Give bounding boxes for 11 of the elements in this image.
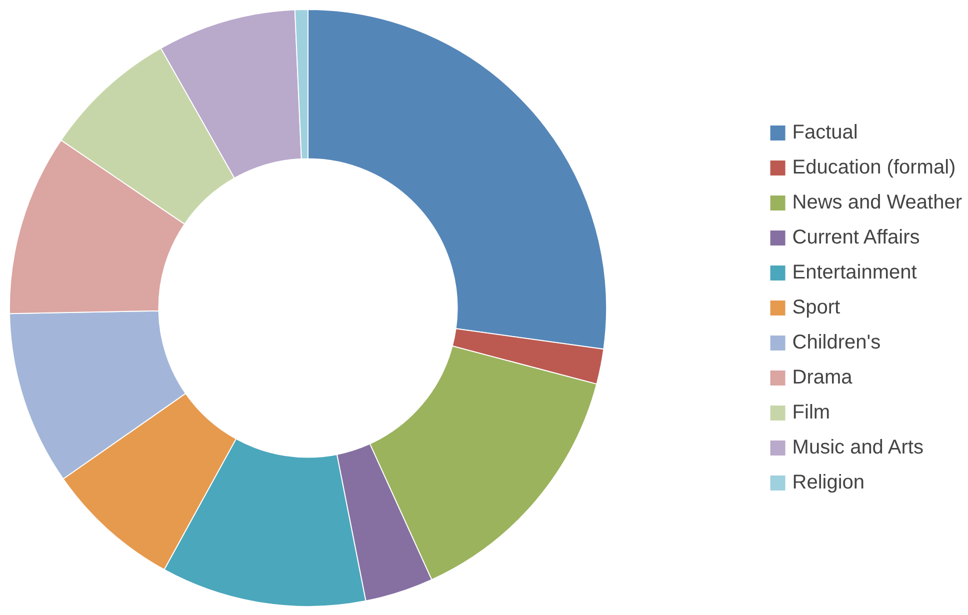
legend-label: Religion [792,471,865,494]
legend-label: Music and Arts [792,436,924,459]
legend-label: Film [792,401,830,424]
legend-label: Education (formal) [792,156,956,179]
legend-label: Children's [792,331,881,354]
legend-label: Current Affairs [792,226,920,249]
legend-label: Sport [792,296,840,319]
legend-label: News and Weather [792,191,962,214]
legend-label: Drama [792,366,852,389]
legend-label: Factual [792,121,858,144]
legend-label: Entertainment [792,261,917,284]
